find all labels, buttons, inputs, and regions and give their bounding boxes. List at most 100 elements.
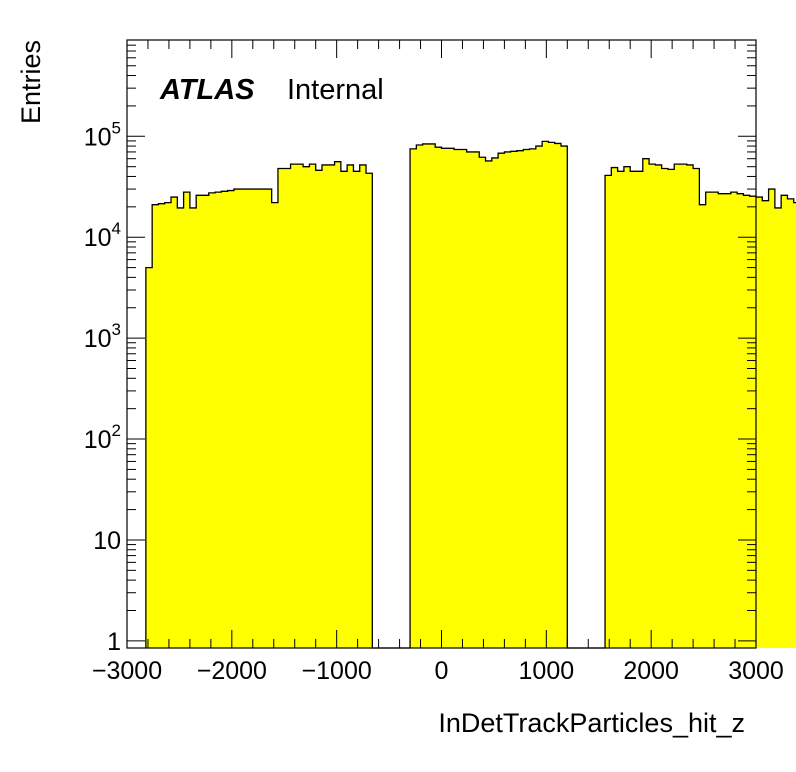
x-tick-label: 1000 [519,657,575,685]
histogram-bin [277,168,285,649]
histogram-bin [290,164,298,648]
histogram-bin [485,160,493,648]
histogram-bin [793,202,796,648]
y-tick-label: 104 [84,219,121,252]
histogram-bin [516,150,524,649]
histogram-bin [743,195,751,648]
histogram-bin [504,151,512,648]
x-axis-ticks: −3000 −2000 −1000 0 1000 2000 3000 [92,40,784,685]
histogram-bin [561,146,568,648]
histogram-bin [441,148,449,648]
histogram-bin [762,200,769,649]
histogram-bin [737,193,744,648]
histogram-bin [605,175,612,648]
histogram-bin [315,170,323,648]
histogram-bin [479,157,486,648]
histogram-bin [347,164,354,648]
histogram-bin [447,148,455,648]
histogram-bin [177,207,185,649]
histogram-bin [246,189,254,649]
atlas-label: ATLAS [159,74,255,106]
histogram-bin [252,189,260,649]
histogram-bin [303,166,310,648]
histogram-bin [309,164,317,648]
histogram-bin [667,169,675,648]
histogram-bin [724,193,732,648]
histogram-bin [705,192,713,648]
histogram-bin [454,149,461,648]
histogram-bars [145,140,796,649]
histogram-bin [189,207,197,649]
histogram-bin [152,204,159,648]
histogram-bin [164,202,172,648]
histogram-bin [466,151,474,648]
histogram-bin [422,143,430,648]
histogram-bin [171,197,178,648]
histogram-bin [340,171,348,649]
y-tick-label: 1 [107,628,121,656]
histogram-bin [523,149,530,648]
histogram-bin [535,146,543,648]
histogram-bin [435,147,442,648]
y-axis-ticks: 1 10 102 103 104 105 [84,39,756,656]
histogram-bin [630,171,637,649]
x-tick-label: 3000 [728,657,784,685]
histogram-bin [718,193,725,648]
histogram-bin [617,171,625,649]
histogram-bin [611,167,619,648]
histogram-bin [321,164,329,648]
histogram-bin [623,166,631,648]
histogram-bin [510,151,518,649]
histogram-bin [693,168,700,649]
y-tick-label: 103 [84,320,121,353]
x-axis-title: InDetTrackParticles_hit_z [438,708,745,738]
histogram-bin [548,142,556,649]
histogram-bin [460,149,468,648]
x-tick-label: −3000 [92,657,162,685]
histogram-bin [756,197,763,648]
y-tick-label: 102 [84,421,121,454]
histogram-bin [265,189,273,649]
histogram-bin [636,171,644,649]
histogram-bin [781,195,788,648]
histogram-bin [655,164,663,648]
histogram-bin [328,164,335,648]
histogram-bin [642,158,650,648]
histogram-bin [334,161,342,649]
histogram-bin [183,192,191,648]
histogram-bin [227,190,235,648]
histogram-bin [686,164,694,648]
y-axis-title: Entries [16,40,46,124]
x-tick-label: 2000 [623,657,679,685]
histogram-bin [359,164,367,648]
x-tick-label: −2000 [197,657,267,685]
histogram-bin [674,164,681,648]
histogram-bin [416,144,424,648]
histogram-bin [768,189,776,649]
histogram-bin [296,164,304,648]
histogram-bin [661,168,669,649]
histogram-bin [196,195,203,648]
x-tick-label: −1000 [302,657,372,685]
histogram-bin [472,151,480,648]
histogram-bin [680,164,688,648]
histogram-bin [529,148,537,648]
histogram-bin [208,192,216,648]
histogram-bin [428,143,436,648]
histogram-bin [649,164,656,648]
histogram-bin [221,191,229,649]
histogram-bin [233,189,241,649]
histogram-bin [787,198,795,648]
histogram-outline [145,140,796,649]
histogram-bin [774,207,782,649]
y-tick-label: 10 [93,527,121,555]
histogram-bin [366,173,373,648]
histogram-bin [202,195,210,648]
histogram-bin [730,192,738,648]
histogram-bin [491,157,499,648]
histogram-bin [542,141,549,648]
y-tick-label: 105 [84,118,121,151]
histogram-bin [699,204,707,648]
internal-label: Internal [287,74,384,106]
histogram-bin [271,202,279,648]
